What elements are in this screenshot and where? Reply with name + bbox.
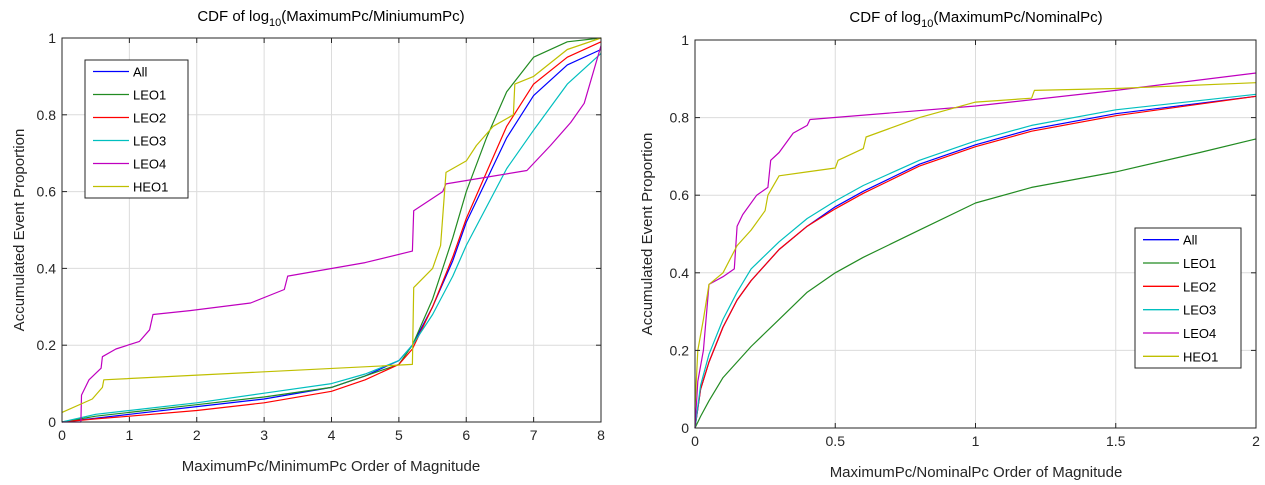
chart-left-y-tick-label-0: 0 (48, 414, 56, 430)
chart-left-x-tick-label-5: 5 (395, 427, 403, 443)
chart-left-y-label: Accumulated Event Proportion (11, 129, 28, 332)
chart-left-y-ticks: 0 0.2 0.4 0.6 0.8 1 (37, 30, 601, 430)
chart-left-legend-label-leo3: LEO3 (133, 134, 166, 149)
chart-left: CDF of log10(MaximumPc/MiniumumPc) 0 1 2 3 4… (11, 8, 605, 475)
chart-left-x-tick-label-7: 7 (530, 427, 538, 443)
chart-right-series (694, 72, 1257, 429)
chart-right-y-ticks: 0 0.2 0.4 0.6 0.8 1 (670, 32, 1256, 436)
chart-right-title: CDF of log10(MaximumPc/NominalPc) (849, 9, 1102, 30)
chart-right-x-tick-label-1: 0.5 (826, 433, 846, 449)
chart-left-y-tick-label-5: 1 (48, 30, 56, 46)
chart-right: CDF of log10(MaximumPc/NominalPc) 0 0.5 1 1… (639, 9, 1260, 481)
chart-right-legend-box (1134, 227, 1242, 369)
chart-left-x-ticks: 0 1 2 3 4 5 6 7 8 (58, 38, 605, 443)
chart-right-series-heo1 (694, 82, 1257, 409)
chart-right-y-tick-label-0: 0 (681, 420, 689, 436)
chart-right-legend-label-leo4: LEO4 (1183, 326, 1216, 341)
chart-left-x-tick-label-4: 4 (328, 427, 336, 443)
chart-left-x-tick-label-8: 8 (597, 427, 605, 443)
chart-left-series-leo4 (62, 45, 602, 423)
chart-right-legend-label-heo1: HEO1 (1183, 349, 1218, 364)
chart-right-y-tick-label-1: 0.2 (670, 342, 690, 358)
chart-right-legend-label-leo1: LEO1 (1183, 256, 1216, 271)
chart-right-legend-label-all: All (1183, 233, 1198, 248)
chart-left-legend-label-leo2: LEO2 (133, 111, 166, 126)
chart-left-series (61, 37, 602, 423)
chart-right-x-tick-label-4: 2 (1252, 433, 1260, 449)
chart-left-series-heo1 (61, 37, 602, 413)
chart-left-x-tick-label-1: 1 (125, 427, 133, 443)
chart-right-x-tick-label-3: 1.5 (1106, 433, 1126, 449)
chart-left-y-tick-label-1: 0.2 (37, 337, 57, 353)
chart-right-series-leo2 (694, 95, 1257, 429)
chart-right-x-tick-label-0: 0 (691, 433, 699, 449)
chart-right-y-label: Accumulated Event Proportion (639, 133, 656, 336)
chart-right-y-tick-label-4: 0.8 (670, 110, 690, 126)
chart-right-x-label: MaximumPc/NominalPc Order of Magnitude (830, 464, 1123, 481)
chart-right-series-leo1 (694, 138, 1257, 429)
chart-left-x-label: MaximumPc/MinimumPc Order of Magnitude (182, 458, 480, 475)
chart-left-y-tick-label-2: 0.4 (37, 260, 57, 276)
chart-left-legend-label-leo1: LEO1 (133, 88, 166, 103)
chart-left-x-tick-label-6: 6 (462, 427, 470, 443)
chart-left-x-tick-label-0: 0 (58, 427, 66, 443)
chart-left-legend-box (84, 59, 189, 199)
chart-left-legend-label-all: All (133, 65, 148, 80)
chart-right-x-ticks: 0 0.5 1 1.5 2 (691, 40, 1260, 449)
chart-left-legend-label-leo4: LEO4 (133, 157, 166, 172)
chart-left-legend: All LEO1 LEO2 LEO3 LEO4 HEO1 (84, 59, 189, 199)
chart-left-y-tick-label-4: 0.8 (37, 107, 57, 123)
chart-right-legend: All LEO1 LEO2 LEO3 LEO4 HEO1 (1134, 227, 1242, 369)
chart-right-y-tick-label-3: 0.6 (670, 187, 690, 203)
chart-right-legend-label-leo2: LEO2 (1183, 279, 1216, 294)
chart-left-y-tick-label-3: 0.6 (37, 184, 57, 200)
chart-right-legend-label-leo3: LEO3 (1183, 303, 1216, 318)
chart-left-title: CDF of log10(MaximumPc/MiniumumPc) (197, 8, 464, 29)
chart-right-y-tick-label-2: 0.4 (670, 265, 690, 281)
chart-right-y-tick-label-5: 1 (681, 32, 689, 48)
chart-right-series-leo4 (694, 72, 1257, 429)
chart-left-x-tick-label-2: 2 (193, 427, 201, 443)
chart-right-x-tick-label-2: 1 (972, 433, 980, 449)
chart-left-grid (62, 38, 601, 422)
chart-left-x-tick-label-3: 3 (260, 427, 268, 443)
chart-right-series-leo3 (694, 93, 1257, 429)
chart-left-legend-label-heo1: HEO1 (133, 180, 168, 195)
